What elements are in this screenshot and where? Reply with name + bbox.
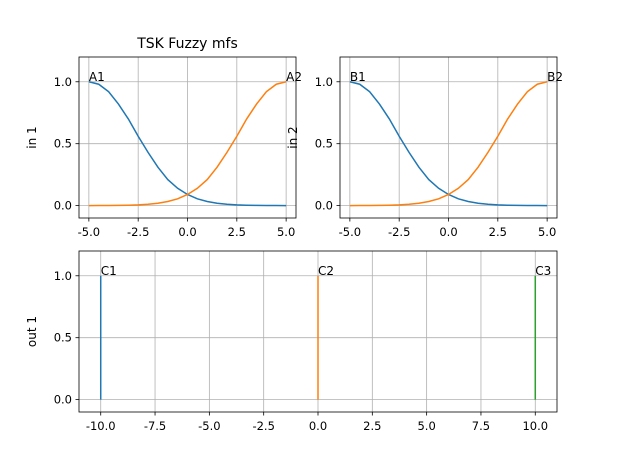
x-tick-label: -5.0 <box>78 225 100 239</box>
x-tick-label: 2.5 <box>489 225 507 239</box>
x-tick-label: -2.5 <box>388 225 410 239</box>
y-tick-label: 1.0 <box>315 75 333 89</box>
x-tick-label: -7.5 <box>144 419 166 433</box>
series-line-B2 <box>349 81 548 207</box>
y-tick-label: 0.0 <box>54 393 72 407</box>
x-tick-label: 2.5 <box>363 419 381 433</box>
x-tick-label: 0.0 <box>439 225 457 239</box>
x-tick-label: -5.0 <box>339 225 361 239</box>
x-tick-label: 2.5 <box>228 225 246 239</box>
chart-out1: -10.0 -7.5 -5.0 -2.5 0.0 2.5 5.0 7.5 10.0 0.0 0.5 1… <box>25 250 558 433</box>
y-tick-label: 1.0 <box>54 75 72 89</box>
y-tick-label: 0.0 <box>54 199 72 213</box>
y-axis-label: out 1 <box>25 316 39 347</box>
x-tick-label: 5.0 <box>277 225 295 239</box>
y-tick-label: 0.5 <box>315 137 333 151</box>
y-tick-label: 1.0 <box>54 269 72 283</box>
y-tick-label: 0.5 <box>54 331 72 345</box>
y-axis-label: in 1 <box>25 126 39 148</box>
x-tick-label: 0.0 <box>309 419 327 433</box>
annotation-C3: C3 <box>535 264 551 278</box>
x-tick-label: -2.5 <box>127 225 149 239</box>
x-tick-label: 5.0 <box>417 419 435 433</box>
chart-in1: -5.0 -2.5 0.0 2.5 5.0 0.0 0.5 1.0 in 1 TSK Fuzzy … <box>25 36 302 239</box>
y-tick-label: 0.5 <box>54 137 72 151</box>
x-tick-label: -5.0 <box>198 419 220 433</box>
chart-title: TSK Fuzzy mfs <box>136 36 238 52</box>
y-axis-label: in 2 <box>286 126 300 148</box>
annotation-A2: A2 <box>286 70 302 84</box>
x-tick-label: 10.0 <box>522 419 548 433</box>
annotation-B1: B1 <box>350 70 366 84</box>
x-tick-label: 5.0 <box>538 225 556 239</box>
series-line-A2 <box>88 81 287 207</box>
x-tick-label: 7.5 <box>472 419 490 433</box>
annotation-C2: C2 <box>318 264 334 278</box>
annotation-A1: A1 <box>89 70 105 84</box>
chart-in2: -5.0 -2.5 0.0 2.5 5.0 0.0 0.5 1.0 in 2 B1 B2 <box>286 56 563 239</box>
x-tick-label: -2.5 <box>252 419 274 433</box>
annotation-C1: C1 <box>101 264 117 278</box>
x-tick-label: -10.0 <box>86 419 116 433</box>
x-tick-label: 0.0 <box>178 225 196 239</box>
y-tick-label: 0.0 <box>315 199 333 213</box>
annotation-B2: B2 <box>547 70 563 84</box>
